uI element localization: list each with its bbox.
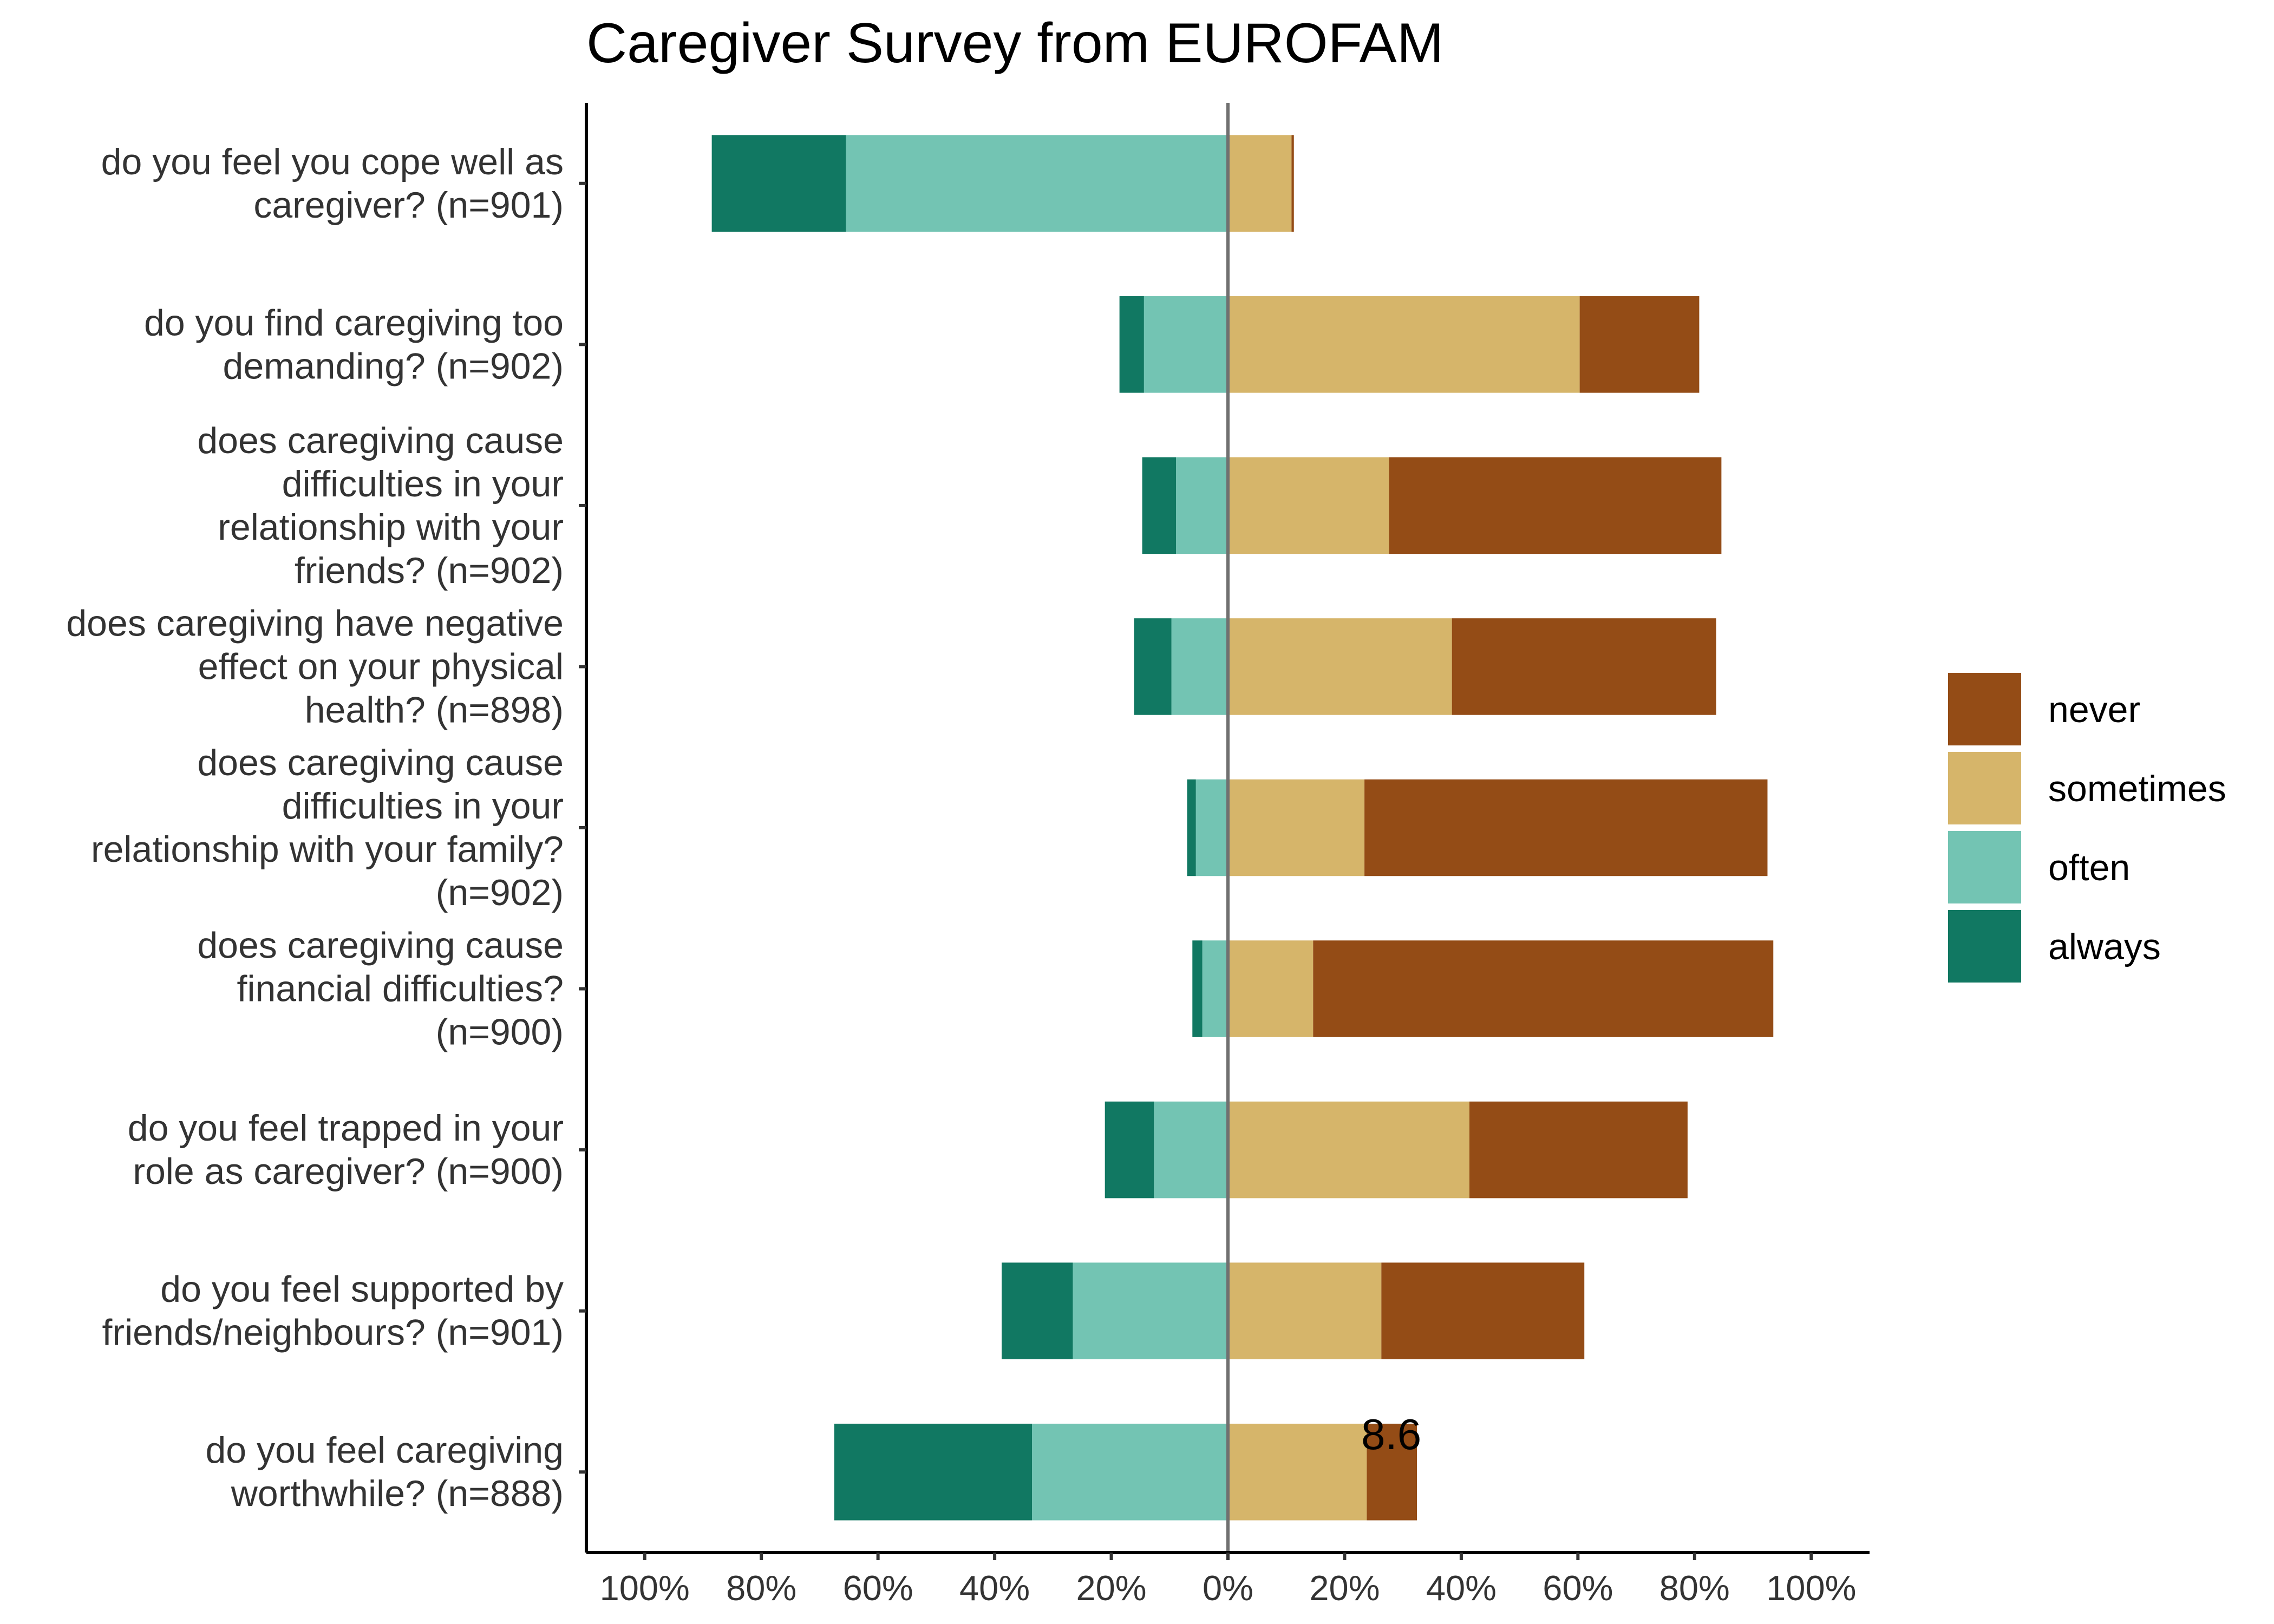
category-label-5: does caregiving cause financial difficult… (197, 925, 564, 1053)
legend-swatch-never (1948, 673, 2021, 745)
category-label-line: difficulties in your (282, 785, 564, 827)
bar-never-7 (1381, 1262, 1585, 1359)
bar-often-8 (1032, 1423, 1228, 1521)
bar-always-1 (1119, 296, 1144, 393)
bar-never-4 (1364, 779, 1768, 876)
x-tick-label: 0% (1203, 1568, 1253, 1608)
category-label-line: does caregiving have negative (66, 603, 564, 644)
bar-often-6 (1154, 1101, 1228, 1199)
category-label-line: difficulties in your (282, 463, 564, 505)
bar-always-0 (711, 135, 846, 232)
category-label-3: does caregiving have negative effect on y… (66, 603, 564, 730)
bar-sometimes-4 (1228, 779, 1365, 876)
bar-never-6 (1469, 1101, 1688, 1199)
category-label-1: do you find caregiving too demanding? (n=… (144, 302, 564, 387)
category-label-line: relationship with your (218, 507, 564, 548)
category-label-line: do you feel you cope well as (101, 141, 564, 182)
category-label-6: do you feel trapped in your role as careg… (128, 1108, 564, 1192)
bar-often-0 (846, 135, 1228, 232)
legend-label-always: always (2048, 926, 2161, 967)
category-label-line: health? (n=898) (305, 689, 564, 730)
bar-never-8 (1367, 1423, 1417, 1521)
category-label-line: do you find caregiving too (144, 302, 564, 343)
bar-often-3 (1171, 618, 1228, 715)
legend: never sometimes often always (1948, 673, 2226, 983)
legend-swatch-always (1948, 910, 2021, 983)
x-tick-label: 60% (843, 1568, 913, 1608)
bar-sometimes-2 (1228, 457, 1389, 554)
x-tick-label: 20% (1076, 1568, 1146, 1608)
bar-often-2 (1176, 457, 1228, 554)
bar-never-5 (1313, 940, 1774, 1037)
bars-group (711, 135, 1774, 1521)
bar-never-0 (1291, 135, 1294, 232)
bar-often-1 (1143, 296, 1228, 393)
category-label-8: do you feel caregiving worthwhile? (n=888… (205, 1430, 564, 1514)
legend-swatch-often (1948, 831, 2021, 903)
category-label-4: does caregiving cause difficulties in you… (91, 742, 564, 913)
bar-sometimes-7 (1228, 1262, 1382, 1359)
category-label-line: caregiver? (n=901) (253, 185, 564, 226)
category-label-line: role as caregiver? (n=900) (133, 1151, 564, 1192)
legend-label-sometimes: sometimes (2048, 768, 2226, 809)
category-label-0: do you feel you cope well as caregiver? (… (101, 141, 564, 226)
category-label-line: does caregiving cause (197, 925, 564, 966)
bar-sometimes-8 (1228, 1423, 1367, 1521)
category-label-line: effect on your physical (198, 646, 564, 687)
chart-title: Caregiver Survey from EUROFAM (586, 12, 1443, 75)
x-tick-label: 80% (726, 1568, 796, 1608)
bar-often-7 (1073, 1262, 1228, 1359)
bar-always-6 (1105, 1101, 1154, 1199)
bar-never-2 (1389, 457, 1722, 554)
category-label-line: relationship with your family? (91, 829, 564, 870)
bar-always-7 (1002, 1262, 1073, 1359)
bar-always-8 (834, 1423, 1033, 1521)
bar-sometimes-3 (1228, 618, 1452, 715)
bar-always-5 (1192, 940, 1203, 1037)
x-tick-label: 40% (959, 1568, 1030, 1608)
x-tick-label: 100% (1766, 1568, 1856, 1608)
bar-often-4 (1195, 779, 1228, 876)
y-axis: do you feel you cope well as caregiver? (… (66, 103, 588, 1553)
category-label-line: do you feel caregiving (205, 1430, 564, 1471)
category-label-line: friends/neighbours? (n=901) (102, 1312, 564, 1353)
category-label-7: do you feel supported by friends/neighbou… (102, 1269, 564, 1353)
x-axis: 100% 80% 60% 40% 20% 0% 20% 40% 60% 80% 100% (586, 1551, 1870, 1608)
category-label-line: does caregiving cause (197, 420, 564, 461)
x-tick-label: 20% (1309, 1568, 1380, 1608)
bar-sometimes-1 (1228, 296, 1580, 393)
legend-label-never: never (2048, 689, 2140, 730)
legend-swatch-sometimes (1948, 752, 2021, 824)
bar-sometimes-0 (1228, 135, 1292, 232)
category-label-2: does caregiving cause difficulties in you… (197, 420, 564, 591)
bar-often-5 (1202, 940, 1228, 1037)
annotations-group: 8.6 (1361, 1410, 1421, 1458)
x-tick-label: 80% (1659, 1568, 1730, 1608)
bar-always-4 (1187, 779, 1196, 876)
bar-never-3 (1452, 618, 1716, 715)
category-label-line: (n=900) (436, 1012, 564, 1053)
category-label-line: does caregiving cause (197, 742, 564, 783)
category-label-line: do you feel supported by (160, 1269, 564, 1310)
category-label-line: demanding? (n=902) (223, 345, 564, 387)
bar-sometimes-5 (1228, 940, 1314, 1037)
bar-sometimes-6 (1228, 1101, 1469, 1199)
x-tick-label: 100% (600, 1568, 690, 1608)
category-label-line: (n=902) (436, 872, 564, 913)
category-label-line: do you feel trapped in your (128, 1108, 564, 1149)
category-label-line: worthwhile? (n=888) (231, 1473, 564, 1514)
bar-never-1 (1579, 296, 1700, 393)
category-label-line: friends? (n=902) (295, 550, 564, 591)
bar-always-2 (1142, 457, 1177, 554)
x-tick-label: 40% (1426, 1568, 1497, 1608)
bar-always-3 (1134, 618, 1172, 715)
category-label-line: financial difficulties? (237, 968, 564, 1010)
legend-label-often: often (2048, 847, 2130, 888)
data-label-0: 8.6 (1361, 1410, 1421, 1458)
x-tick-label: 60% (1543, 1568, 1613, 1608)
